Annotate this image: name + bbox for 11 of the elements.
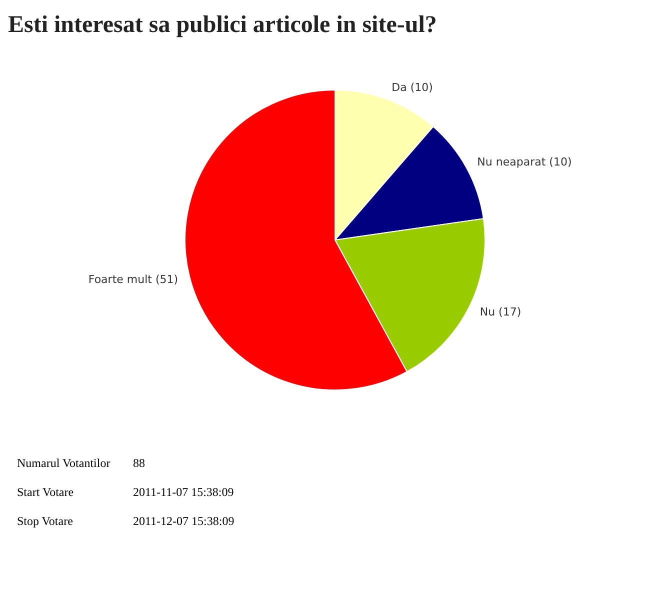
text: Start Votare — [17, 485, 75, 500]
text: 2011-12-07 15:38:09 — [133, 514, 236, 529]
slice-label: Foarte mult (51) — [88, 273, 178, 286]
text: 2011-11-07 15:38:09 — [133, 485, 235, 500]
slice-label: Da (10) — [392, 81, 433, 94]
text: Stop Votare — [17, 514, 74, 529]
slice-label: Nu neaparat (10) — [477, 155, 572, 168]
slice-label: Nu (17) — [480, 306, 522, 319]
text: Numarul Votantilor — [17, 456, 112, 471]
chart-title: Esti interesat sa publici articole in site-ul? — [7, 11, 438, 40]
text: 88 — [133, 456, 146, 471]
